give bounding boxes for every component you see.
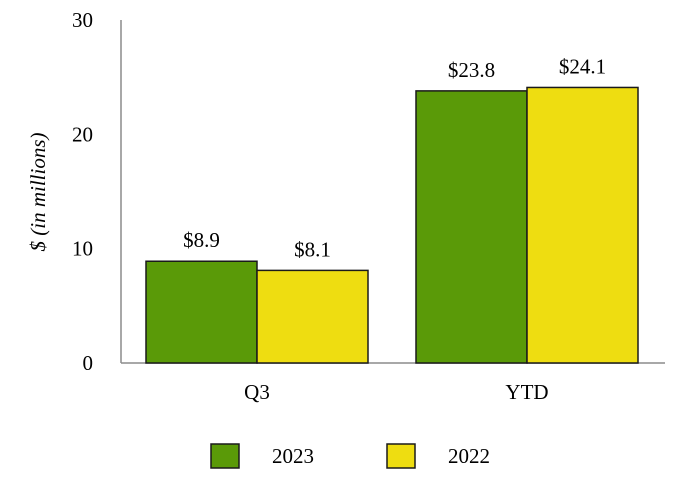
data-label: $24.1 [559, 54, 606, 78]
data-label: $23.8 [448, 58, 495, 82]
y-axis-label: $ (in millions) [26, 132, 50, 251]
legend-label: 2023 [272, 444, 314, 468]
bar-2023-ytd [415, 90, 528, 364]
bars [145, 86, 639, 364]
y-tick-label: 10 [72, 237, 93, 261]
y-tick-label: 0 [83, 351, 94, 375]
data-label: $8.9 [183, 228, 220, 252]
bar-2022-q3 [256, 269, 369, 364]
legend: 2023 2022 [210, 443, 490, 469]
data-label: $8.1 [294, 237, 331, 261]
y-tick-label: 20 [72, 122, 93, 146]
bar-2022-ytd [526, 86, 639, 364]
legend-label: 2022 [448, 444, 490, 468]
category-label: YTD [505, 380, 548, 404]
legend-swatch-2023 [210, 443, 240, 469]
category-labels: Q3 YTD [244, 380, 548, 404]
y-tick-label: 30 [72, 8, 93, 32]
data-labels: $8.9 $8.1 $23.8 $24.1 [183, 54, 606, 261]
bar-2023-q3 [145, 260, 258, 364]
legend-swatch-2022 [386, 443, 416, 469]
y-tick-labels: 0 10 20 30 [72, 8, 93, 375]
category-label: Q3 [244, 380, 270, 404]
